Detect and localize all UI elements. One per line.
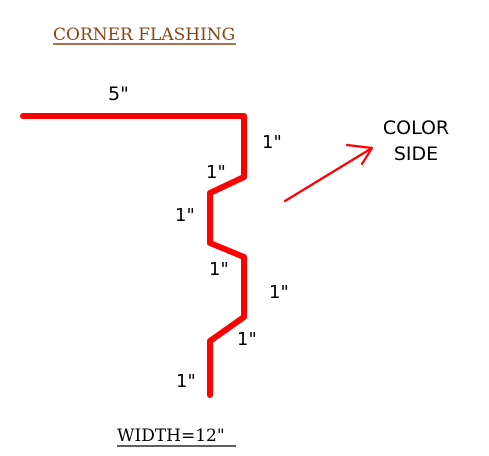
dim-label-seg-7: 1" — [176, 371, 196, 392]
color-side-label-line2: SIDE — [394, 143, 438, 165]
dim-label-seg-2: 1" — [206, 162, 226, 183]
dim-label-top-leg: 5" — [108, 83, 129, 105]
color-side-label-line1: COLOR — [383, 117, 449, 139]
dim-label-seg-1: 1" — [262, 132, 282, 153]
diagram-title: CORNER FLASHING — [53, 25, 235, 45]
dim-label-seg-6: 1" — [237, 329, 257, 350]
dim-label-seg-4: 1" — [209, 259, 229, 280]
dim-label-seg-5: 1" — [269, 282, 289, 303]
color-side-arrow — [283, 143, 374, 203]
dim-label-seg-3: 1" — [175, 205, 195, 226]
width-label: WIDTH=12" — [117, 426, 225, 446]
flashing-profile — [20, 113, 247, 398]
